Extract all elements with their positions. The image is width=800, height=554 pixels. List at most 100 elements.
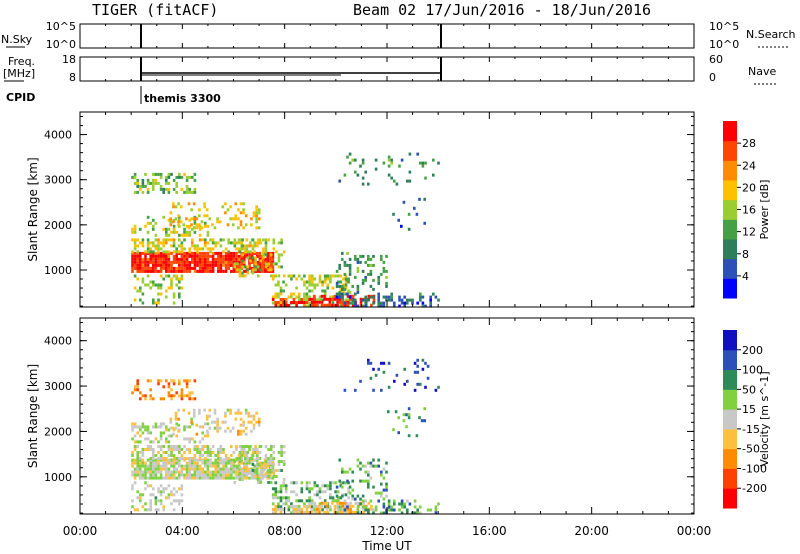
velocity-cell — [152, 470, 155, 474]
power-cell — [255, 211, 258, 215]
velocity-cell — [275, 469, 278, 472]
power-cell — [157, 254, 160, 258]
velocity-cell — [347, 487, 350, 491]
velocity-cell — [136, 388, 139, 392]
power-cell — [361, 182, 365, 186]
velocity-cell — [297, 507, 301, 511]
power-cell — [136, 260, 139, 264]
power-cell — [237, 263, 241, 267]
velocity-cell — [146, 464, 150, 468]
power-cell — [292, 292, 296, 296]
velocity-cell — [362, 507, 365, 511]
power-cell — [300, 277, 304, 281]
velocity-cell — [351, 488, 354, 492]
power-cell — [198, 223, 201, 227]
power-cell — [209, 263, 212, 267]
velocity-cell — [264, 454, 268, 457]
velocity-cell — [209, 451, 212, 454]
velocity-cell — [282, 445, 286, 448]
power-cell — [180, 241, 184, 245]
velocity-cell — [235, 467, 238, 471]
velocity-cell — [196, 473, 199, 477]
velocity-cell — [343, 508, 347, 512]
power-cell — [339, 286, 343, 290]
velocity-cell — [193, 397, 197, 401]
power-cell — [233, 241, 237, 245]
velocity-cell — [191, 476, 194, 480]
power-cell — [162, 190, 165, 194]
power-cell — [222, 238, 225, 242]
velocity-cell — [233, 481, 237, 484]
power-cell — [238, 241, 242, 245]
power-cell — [183, 247, 186, 251]
velocity-cell — [247, 414, 251, 418]
power-cell — [198, 251, 202, 255]
velocity-cell — [261, 476, 264, 480]
power-cell — [159, 283, 163, 287]
power-cell — [180, 254, 184, 258]
power-cell — [246, 250, 250, 254]
velocity-cell — [434, 511, 438, 515]
power-cell — [133, 172, 137, 176]
power-cell — [250, 244, 254, 248]
power-cell — [139, 263, 142, 267]
power-cell — [310, 289, 314, 293]
velocity-cell — [331, 481, 335, 485]
velocity-cell — [193, 461, 197, 465]
velocity-cell — [287, 508, 291, 512]
power-cell — [139, 251, 142, 255]
velocity-cell — [341, 467, 344, 471]
power-cell — [406, 179, 409, 183]
velocity-cell — [136, 445, 139, 448]
velocity-cell — [230, 445, 233, 448]
velocity-cell — [162, 445, 165, 448]
power-cell — [346, 251, 349, 255]
power-cell — [196, 257, 199, 261]
velocity-cell — [172, 448, 176, 451]
velocity-cell — [251, 454, 255, 457]
velocity-cell — [157, 379, 160, 383]
velocity-cell — [367, 501, 371, 505]
velocity-cell — [343, 499, 347, 503]
velocity-cell — [269, 454, 273, 457]
power-cell — [146, 181, 150, 185]
power-cell — [308, 280, 311, 284]
power-cell — [167, 266, 171, 270]
power-cell — [193, 190, 197, 194]
power-cell — [377, 298, 380, 302]
power-cell — [191, 254, 194, 258]
power-cell — [227, 241, 230, 245]
power-cell — [152, 227, 155, 231]
velocity-cell — [257, 420, 261, 424]
power-cell — [321, 280, 324, 284]
velocity-cell — [216, 420, 219, 424]
velocity-cell — [131, 425, 134, 429]
velocity-cell — [172, 470, 176, 474]
velocity-cell — [214, 476, 217, 480]
power-cell — [188, 187, 191, 191]
velocity-cell — [348, 485, 352, 489]
power-cell — [169, 217, 173, 221]
velocity-cell — [146, 508, 150, 512]
power-cell — [219, 263, 223, 267]
velocity-cell — [236, 475, 239, 478]
power-cell — [157, 292, 160, 296]
power-cell — [157, 244, 160, 248]
power-cell — [178, 260, 181, 264]
velocity-cell — [310, 505, 314, 509]
velocity-cell — [252, 417, 256, 421]
power-cell — [222, 257, 225, 261]
power-cell — [170, 283, 173, 287]
power-cell — [233, 238, 237, 242]
power-cell — [255, 214, 258, 218]
velocity-cell — [258, 457, 262, 460]
velocity-cell — [193, 457, 197, 460]
power-cell — [241, 238, 244, 242]
power-cell — [172, 250, 176, 254]
velocity-cell — [426, 376, 430, 380]
velocity-cell — [382, 511, 386, 515]
power-cell — [178, 172, 181, 176]
velocity-cell — [217, 451, 220, 454]
velocity-cell — [201, 437, 204, 441]
power-cell — [238, 271, 242, 275]
